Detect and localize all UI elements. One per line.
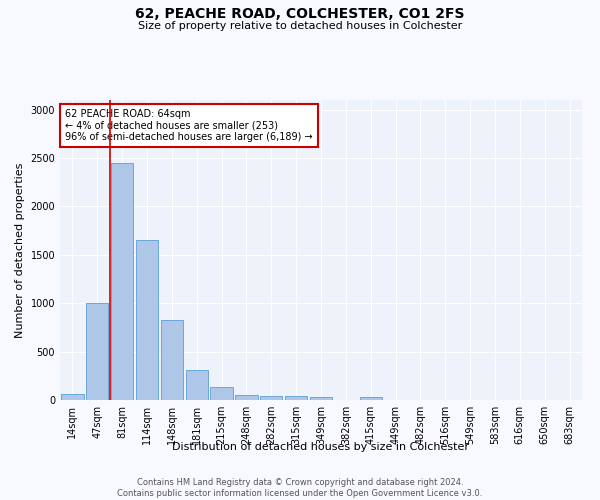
Bar: [260, 396, 283, 400]
Bar: [359, 396, 382, 400]
Bar: [211, 388, 233, 400]
Bar: [61, 394, 83, 400]
Bar: [235, 394, 257, 400]
Text: 62 PEACHE ROAD: 64sqm
← 4% of detached houses are smaller (253)
96% of semi-deta: 62 PEACHE ROAD: 64sqm ← 4% of detached h…: [65, 109, 313, 142]
Bar: [185, 370, 208, 400]
Text: Contains HM Land Registry data © Crown copyright and database right 2024.
Contai: Contains HM Land Registry data © Crown c…: [118, 478, 482, 498]
Bar: [111, 163, 133, 400]
Bar: [285, 396, 307, 400]
Text: Distribution of detached houses by size in Colchester: Distribution of detached houses by size …: [173, 442, 470, 452]
Text: Size of property relative to detached houses in Colchester: Size of property relative to detached ho…: [138, 21, 462, 31]
Text: 62, PEACHE ROAD, COLCHESTER, CO1 2FS: 62, PEACHE ROAD, COLCHESTER, CO1 2FS: [135, 8, 465, 22]
Bar: [136, 240, 158, 400]
Bar: [161, 320, 183, 400]
Y-axis label: Number of detached properties: Number of detached properties: [15, 162, 25, 338]
Bar: [310, 397, 332, 400]
Bar: [86, 303, 109, 400]
